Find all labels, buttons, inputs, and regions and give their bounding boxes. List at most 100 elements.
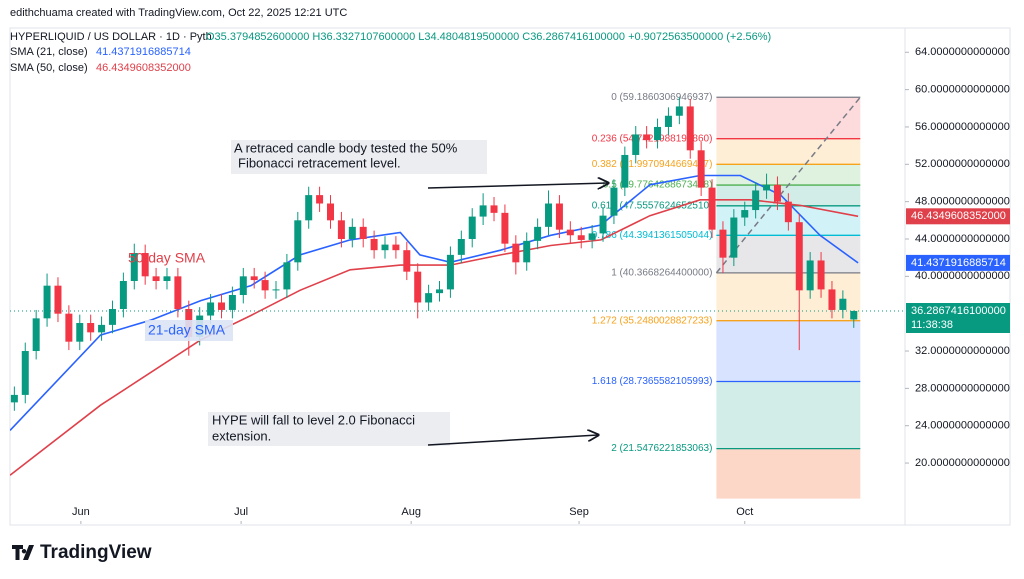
countdown: 11:38:38 (911, 319, 953, 331)
candle-body (54, 285, 62, 314)
candle-body (545, 203, 553, 227)
price-tag-label: 41.4371916885714 (911, 257, 1006, 269)
x-tick-label: Jul (234, 506, 248, 518)
fib-band (716, 381, 861, 449)
candle-body (141, 252, 149, 277)
arrow (427, 435, 598, 446)
fib-label: 0.618 (47.5557624652510) (592, 200, 713, 211)
candle-body (654, 126, 662, 141)
frame (9, 27, 1011, 526)
candle-body (21, 351, 29, 395)
candle-body (403, 250, 411, 272)
candle-body (119, 281, 127, 310)
candle-body (828, 289, 836, 310)
candle-body (305, 195, 313, 221)
candle-body (752, 190, 760, 211)
candle-body (326, 203, 334, 221)
candle-body (152, 276, 160, 282)
logo: TradingView (12, 542, 152, 563)
candle-body (43, 285, 51, 319)
candle-body (719, 229, 727, 258)
legend-value: 46.4349608352000 (96, 62, 191, 74)
y-tick-label: 56.0000000000000 (915, 121, 1010, 133)
logo-text: TradingView (40, 542, 152, 563)
candle-body (65, 313, 73, 342)
candle-body (501, 212, 509, 244)
x-tick-label: Oct (736, 506, 753, 518)
logo-mark (12, 545, 34, 560)
fib-band (716, 235, 861, 273)
annotation-box (145, 320, 233, 341)
candle-body (370, 238, 378, 251)
symbol: HYPERLIQUID / US DOLLAR · 1D · Pyth (10, 31, 212, 43)
candle-body (534, 226, 542, 241)
x-tick-label: Aug (401, 506, 421, 518)
fib-band (716, 448, 861, 499)
legend-name: SMA (50, close) (10, 62, 88, 74)
y-tick-label: 44.0000000000000 (915, 233, 1010, 245)
candle-body (697, 150, 705, 188)
legend-value: 41.4371916885714 (96, 46, 191, 58)
price-tag-label: 46.4349608352000 (911, 210, 1006, 222)
x-tick-label: Sep (569, 506, 589, 518)
price-tag (906, 303, 1010, 334)
candle-body (381, 244, 389, 251)
candle-body (675, 106, 683, 116)
annotation: extension. (212, 428, 271, 443)
candle-body (228, 295, 236, 310)
candle-body (239, 276, 247, 296)
fib-label: 0.786 (44.3941361505044) (592, 230, 713, 241)
candle-body (610, 187, 618, 216)
candle-body (32, 318, 40, 352)
fib-band (716, 320, 861, 382)
candle-body (76, 323, 84, 342)
y-tick-label: 20.0000000000000 (915, 457, 1010, 469)
candle-body (708, 187, 716, 230)
candle-body (261, 280, 269, 291)
price-tag (906, 208, 1010, 225)
candle-body (283, 262, 291, 290)
candle-body (784, 201, 792, 223)
fib-band (716, 164, 861, 186)
candle-body (163, 276, 171, 282)
candle-body (577, 235, 585, 240)
fib-label: 0.382 (51.9970944669407) (592, 159, 713, 170)
y-tick-label: 40.0000000000000 (915, 270, 1010, 282)
y-tick-label: 32.0000000000000 (915, 345, 1010, 357)
candle-body (555, 203, 563, 230)
candle-body (806, 260, 814, 291)
y-tick-label: 24.0000000000000 (915, 420, 1010, 432)
fib-label: 0.236 (54.7421988190860) (592, 133, 713, 144)
candle-body (795, 222, 803, 291)
annotation-box (208, 412, 450, 446)
candle-body (773, 184, 781, 202)
candle-body (446, 254, 454, 290)
candle-body (294, 220, 302, 263)
plot: 0 (59.1860306946937) 0.236 (54.7421988190… (10, 92, 905, 499)
annotation: A retraced candle body tested the 50% (234, 140, 458, 155)
candle-body (359, 226, 367, 239)
candle-body (523, 240, 531, 263)
candle-body (512, 243, 520, 263)
candle-body (130, 252, 138, 282)
candle-body (632, 134, 640, 155)
candle-body (316, 195, 324, 204)
candle-body (686, 106, 694, 151)
sma-annotation: 21-day SMA (148, 322, 226, 338)
annotation: Fibonacci retracement level. (238, 155, 401, 170)
y-tick-label: 52.0000000000000 (915, 158, 1010, 170)
legend-name: SMA (21, close) (10, 46, 88, 58)
candle-body (588, 233, 596, 240)
candle-body (643, 134, 651, 141)
candle-body (817, 260, 825, 290)
arrow (427, 183, 608, 188)
candle-body (98, 324, 106, 333)
overlay: 64.0000000000000 60.0000000000000 56.00000… (72, 46, 1010, 524)
fib-label: 1 (40.3668264400000) (611, 268, 712, 279)
candle-body (436, 289, 444, 294)
y-tick-label: 60.0000000000000 (915, 84, 1010, 96)
price-tag (906, 254, 1010, 271)
candle-body (839, 298, 847, 310)
candle-body (490, 205, 498, 213)
candle-body (425, 293, 433, 303)
